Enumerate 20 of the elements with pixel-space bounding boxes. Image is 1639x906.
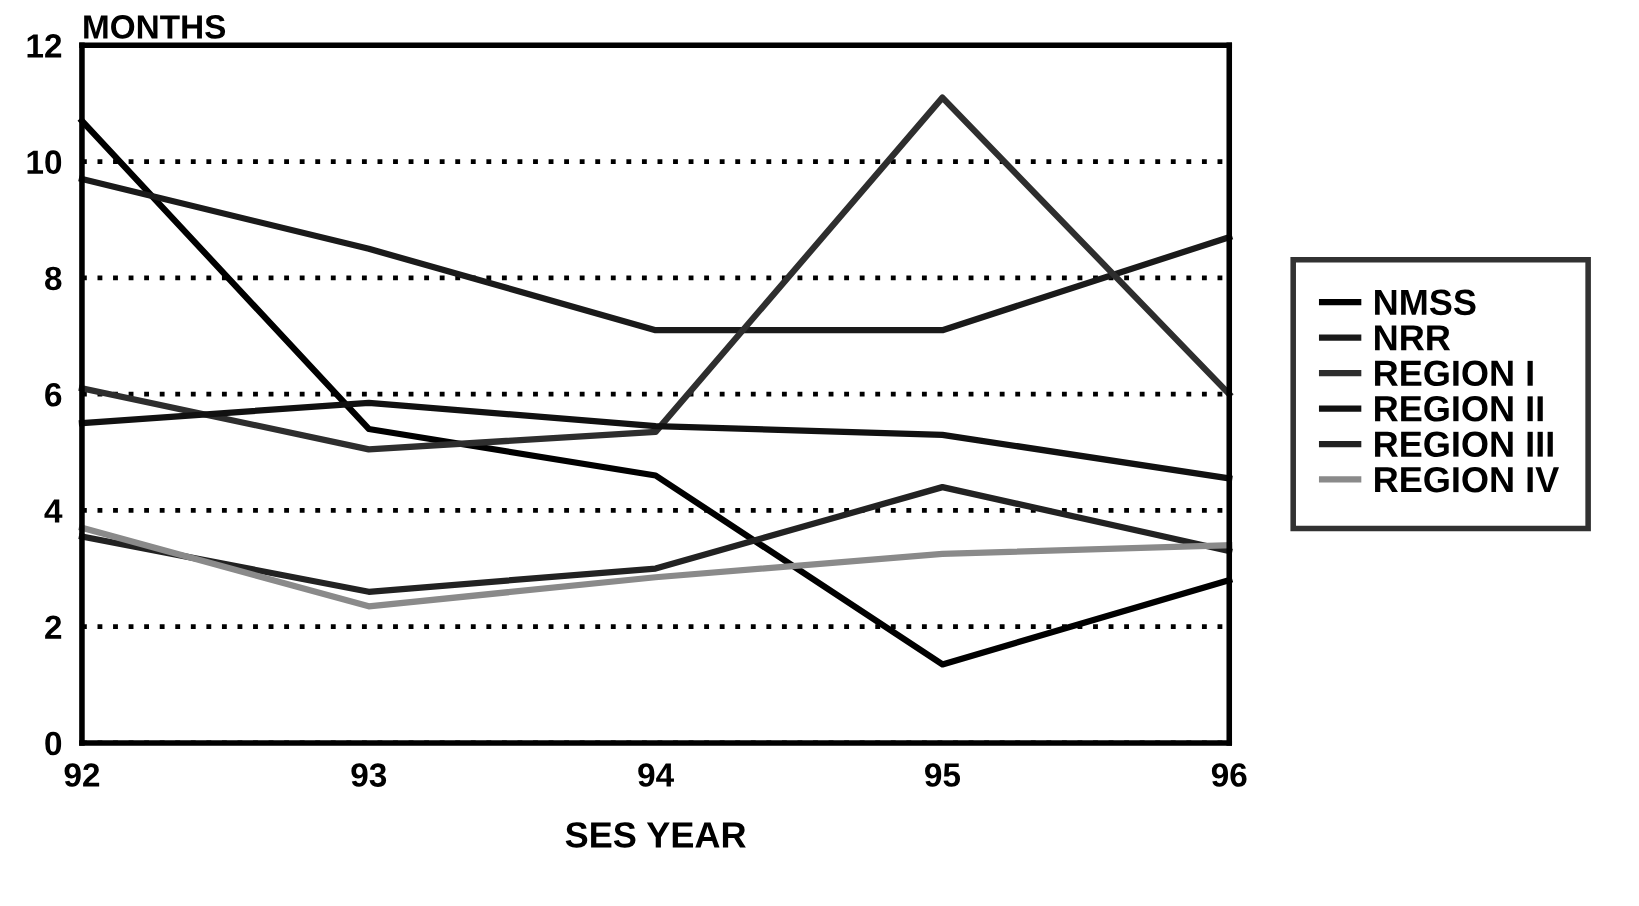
x-tick-label: 96	[1211, 763, 1247, 787]
legend-label: REGION I	[1375, 360, 1533, 387]
x-tick-label: 92	[64, 763, 100, 787]
legend-label: NMSS	[1375, 289, 1476, 316]
legend-label: NRR	[1375, 325, 1451, 351]
y-tick-label: 12	[27, 34, 62, 58]
x-tick-label: 95	[925, 763, 961, 787]
x-tick-label: 94	[638, 763, 674, 787]
y-tick-label: 6	[45, 382, 62, 407]
y-tick-label: 2	[45, 615, 62, 639]
y-tick-label: 10	[27, 150, 62, 174]
legend-label: REGION IV	[1375, 466, 1559, 493]
x-tick-label: 93	[351, 763, 387, 787]
y-tick-label: 4	[44, 499, 63, 523]
x-axis-title: SES YEAR	[565, 822, 746, 848]
y-tick-label: 0	[45, 731, 62, 756]
legend-label: REGION III	[1375, 431, 1553, 458]
legend-label: REGION II	[1375, 395, 1543, 422]
y-tick-label: 8	[45, 266, 62, 291]
y-axis-title: MONTHS	[84, 15, 226, 39]
